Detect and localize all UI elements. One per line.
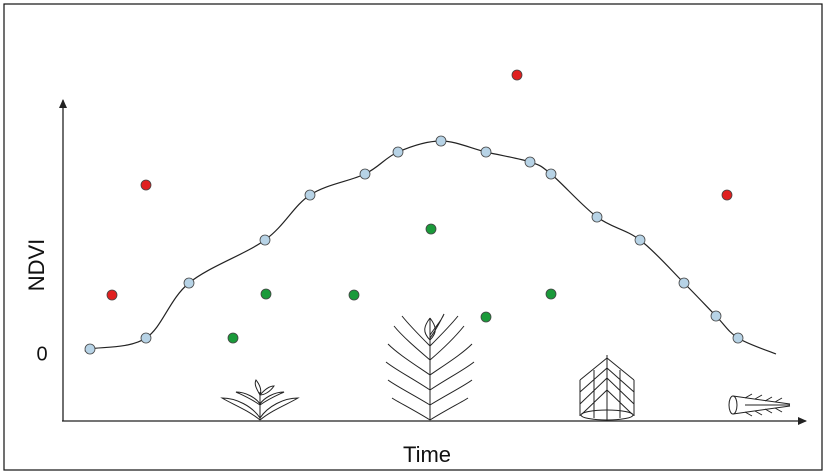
outlier-low	[349, 290, 359, 300]
outlier-low	[546, 289, 556, 299]
y-axis-label: NDVI	[24, 239, 49, 292]
fitted-point	[85, 344, 95, 354]
frame	[4, 4, 822, 470]
fitted-point	[635, 235, 645, 245]
diagram: NDVI 0 Time	[0, 0, 827, 474]
fitted-point	[360, 169, 370, 179]
outlier-low	[261, 289, 271, 299]
outlier-high	[512, 70, 522, 80]
outlier-high	[141, 180, 151, 190]
outlier-low	[228, 333, 238, 343]
fitted-point	[184, 278, 194, 288]
fitted-point	[525, 157, 535, 167]
fitted-point	[481, 147, 491, 157]
fitted-point	[141, 333, 151, 343]
page: NDVI 0 Time (() => { co	[0, 0, 827, 474]
fitted-point	[711, 311, 721, 321]
fitted-point	[393, 147, 403, 157]
x-axis-label: Time	[403, 442, 451, 467]
fitted-point	[679, 278, 689, 288]
outlier-low	[481, 312, 491, 322]
fitted-point	[260, 235, 270, 245]
fitted-point	[305, 190, 315, 200]
fitted-point	[546, 169, 556, 179]
fitted-point	[436, 136, 446, 146]
fitted-point	[592, 212, 602, 222]
outlier-high	[107, 290, 117, 300]
zero-label: 0	[36, 343, 47, 365]
outlier-low	[426, 224, 436, 234]
outlier-high	[722, 190, 732, 200]
fitted-point	[733, 333, 743, 343]
